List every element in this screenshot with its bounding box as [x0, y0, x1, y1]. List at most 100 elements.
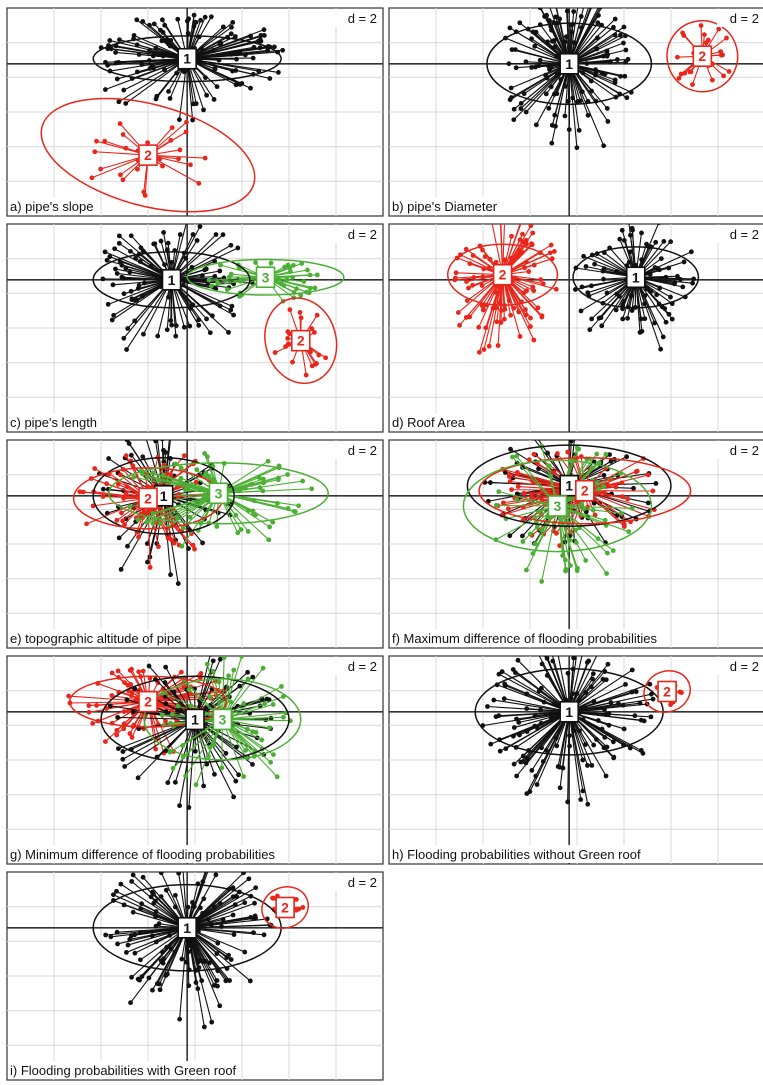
star-ray: [148, 492, 219, 522]
data-point: [203, 75, 208, 81]
data-point: [194, 238, 200, 243]
data-point: [547, 250, 553, 256]
data-point: [698, 23, 704, 28]
data-point: [183, 129, 189, 135]
data-point: [198, 17, 204, 23]
data-point: [528, 224, 534, 229]
data-point: [526, 269, 532, 274]
data-point: [163, 664, 169, 670]
data-point: [212, 273, 218, 279]
data-point: [568, 440, 574, 444]
data-point: [178, 669, 184, 675]
data-point: [102, 138, 108, 144]
data-point: [204, 316, 209, 322]
data-point: [543, 748, 549, 753]
data-point: [578, 308, 584, 314]
data-point: [216, 679, 222, 685]
class-2-ellipse: [40, 97, 256, 213]
data-point: [167, 96, 173, 101]
data-point: [557, 543, 563, 549]
center-label-box: [208, 482, 229, 505]
data-point: [605, 119, 611, 124]
star-ray: [187, 58, 254, 75]
scale-label: d = 2: [348, 659, 377, 674]
data-point: [265, 48, 271, 53]
data-point: [177, 147, 183, 153]
data-point: [145, 559, 150, 565]
data-point: [194, 467, 200, 473]
data-point: [259, 737, 265, 743]
data-point: [128, 233, 134, 239]
data-point: [629, 308, 635, 313]
center-label-text: 2: [297, 333, 305, 349]
data-point: [482, 254, 488, 259]
data-point: [184, 119, 189, 125]
data-point: [199, 273, 205, 278]
data-point: [292, 509, 298, 515]
data-point: [493, 305, 499, 311]
data-point: [537, 8, 543, 11]
data-point: [234, 894, 240, 900]
star-ray: [105, 927, 188, 936]
class-2-center-label: 2: [138, 144, 158, 166]
data-point: [580, 788, 586, 794]
data-point: [115, 941, 120, 947]
class-3-ellipse: [462, 459, 653, 553]
data-point: [141, 331, 146, 337]
data-point: [624, 95, 630, 101]
data-point: [235, 530, 241, 536]
data-point: [271, 907, 277, 912]
data-point: [579, 501, 585, 507]
class-2-ellipse: [68, 675, 228, 728]
data-point: [668, 294, 673, 300]
data-point: [605, 661, 611, 667]
data-point: [161, 956, 167, 962]
data-point: [578, 797, 584, 802]
data-point: [548, 473, 553, 479]
data-point: [161, 230, 166, 235]
data-point: [571, 9, 577, 14]
data-point: [196, 965, 202, 970]
data-point: [127, 269, 133, 275]
data-point: [135, 775, 141, 781]
data-point: [132, 297, 138, 303]
data-point: [92, 149, 98, 155]
data-point: [591, 500, 597, 506]
data-point: [690, 82, 695, 87]
data-point: [162, 22, 168, 28]
data-point: [587, 327, 593, 333]
data-point: [610, 548, 616, 554]
data-point: [175, 16, 181, 22]
data-point: [127, 667, 133, 673]
data-point: [120, 518, 126, 524]
data-point: [592, 261, 597, 267]
data-point: [287, 331, 292, 337]
data-point: [591, 742, 597, 748]
data-point: [680, 284, 686, 290]
data-point: [202, 492, 207, 498]
data-point: [496, 489, 502, 495]
data-point: [602, 517, 608, 523]
star-ray: [568, 63, 580, 131]
panel-caption: f) Maximum difference of flooding probab…: [392, 631, 657, 646]
star-ray: [569, 702, 641, 713]
data-point: [570, 691, 576, 697]
data-point: [506, 471, 512, 477]
data-point: [604, 106, 610, 111]
data-point: [303, 372, 309, 378]
data-point: [607, 452, 612, 458]
data-point: [256, 68, 262, 74]
class-1-ellipse: [92, 457, 235, 535]
data-point: [242, 900, 248, 906]
data-point: [165, 780, 171, 786]
data-point: [250, 674, 256, 680]
data-point: [539, 579, 545, 584]
data-point: [228, 242, 234, 248]
data-point: [498, 320, 504, 325]
data-point: [100, 276, 106, 282]
data-point: [709, 77, 715, 83]
data-point: [183, 773, 189, 779]
data-point: [166, 294, 171, 300]
data-point: [591, 698, 597, 704]
data-point: [623, 681, 628, 687]
